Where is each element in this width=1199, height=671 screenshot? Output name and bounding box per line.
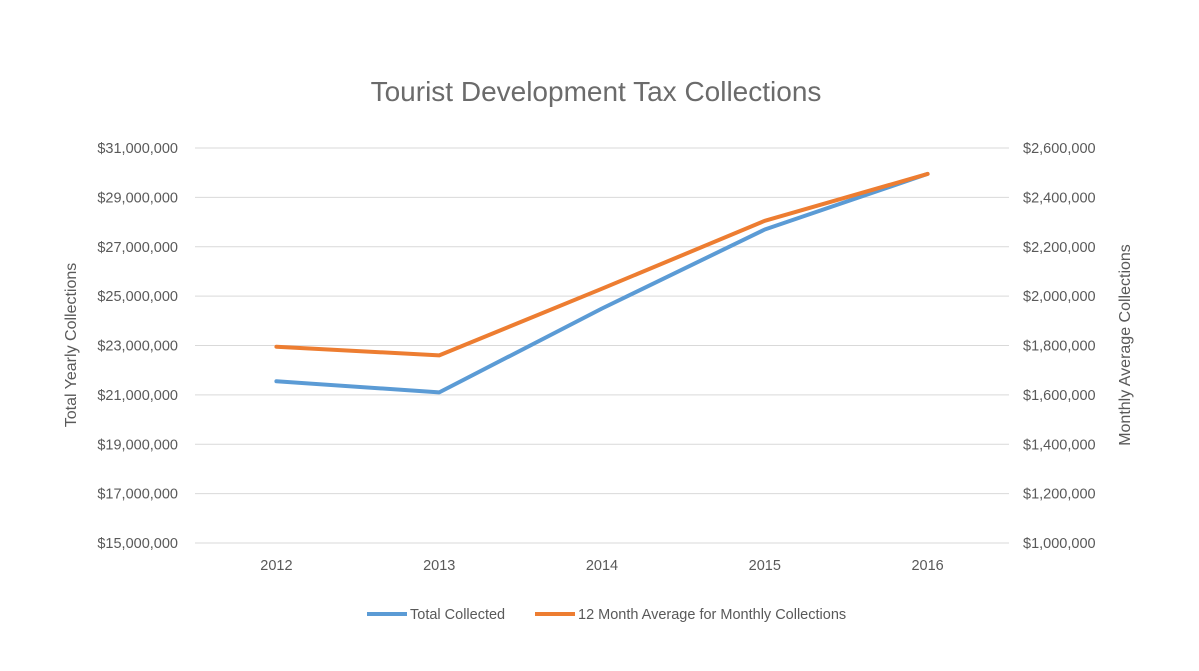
- left-tick-label: $19,000,000: [97, 437, 178, 453]
- series-lines: [274, 171, 930, 395]
- left-tick-label: $21,000,000: [97, 388, 178, 404]
- right-tick-label: $2,200,000: [1023, 240, 1096, 256]
- right-tick-label: $2,600,000: [1023, 141, 1096, 157]
- legend-label-total-collected: Total Collected: [410, 607, 505, 623]
- x-axis-ticks: 2012 2013 2014 2015 2016: [260, 558, 943, 574]
- left-tick-label: $29,000,000: [97, 190, 178, 206]
- x-tick-label: 2016: [911, 558, 943, 574]
- right-tick-label: $2,400,000: [1023, 190, 1096, 206]
- x-tick-label: 2014: [586, 558, 618, 574]
- left-axis-label: Total Yearly Collections: [63, 263, 80, 428]
- right-tick-label: $1,600,000: [1023, 388, 1096, 404]
- left-axis-ticks: $15,000,000 $17,000,000 $19,000,000 $21,000…: [97, 141, 178, 552]
- right-tick-label: $1,200,000: [1023, 487, 1096, 503]
- right-axis-ticks: $1,000,000 $1,200,000 $1,400,000 $1,600,000…: [1023, 141, 1096, 552]
- series-line-total-collected: [274, 171, 930, 395]
- left-tick-label: $17,000,000: [97, 487, 178, 503]
- left-tick-label: $31,000,000: [97, 141, 178, 157]
- x-tick-label: 2012: [260, 558, 292, 574]
- x-tick-label: 2013: [423, 558, 455, 574]
- right-tick-label: $1,400,000: [1023, 437, 1096, 453]
- right-tick-label: $2,000,000: [1023, 289, 1096, 305]
- series-line-monthly-average: [274, 171, 930, 358]
- x-tick-label: 2015: [749, 558, 781, 574]
- legend-label-monthly-average: 12 Month Average for Monthly Collections: [578, 607, 846, 623]
- left-tick-label: $27,000,000: [97, 240, 178, 256]
- right-tick-label: $1,000,000: [1023, 536, 1096, 552]
- left-tick-label: $25,000,000: [97, 289, 178, 305]
- right-axis-label: Monthly Average Collections: [1117, 244, 1134, 446]
- chart-title: Tourist Development Tax Collections: [371, 76, 822, 107]
- left-tick-label: $23,000,000: [97, 339, 178, 355]
- legend: Total Collected 12 Month Average for Mon…: [367, 607, 846, 623]
- left-tick-label: $15,000,000: [97, 536, 178, 552]
- right-tick-label: $1,800,000: [1023, 339, 1096, 355]
- gridlines: [195, 147, 1009, 544]
